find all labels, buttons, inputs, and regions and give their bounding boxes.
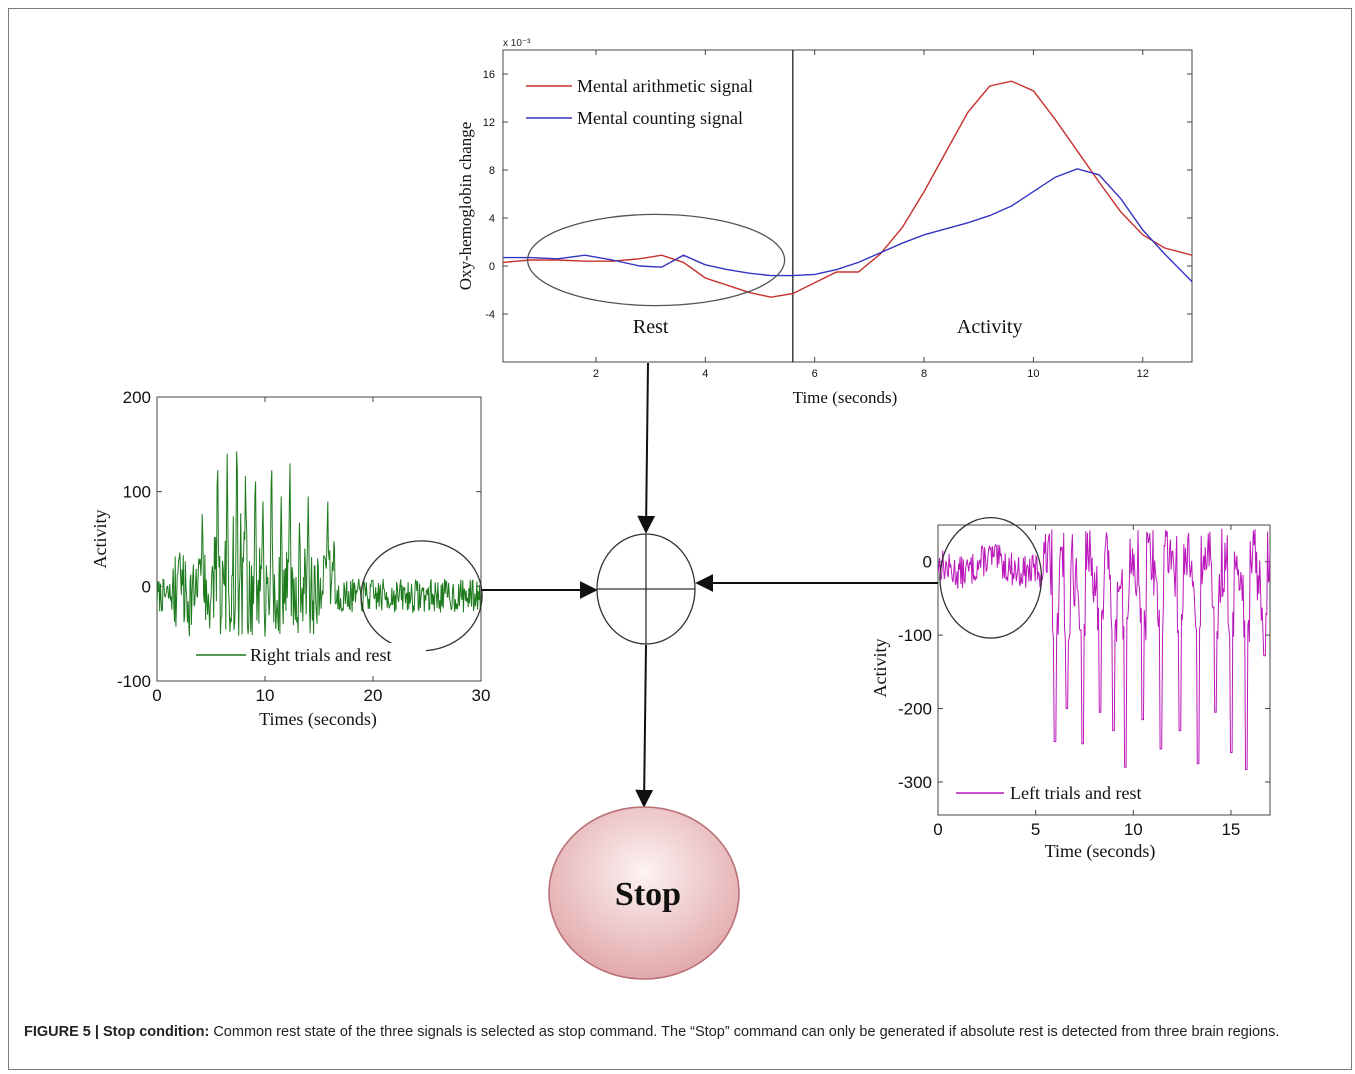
x-tick-label: 0 <box>933 820 942 839</box>
flow-diagram: Stop <box>481 362 938 980</box>
x-tick-label: 10 <box>256 686 275 705</box>
top-y-axis-label: Oxy-hemoglobin change <box>456 122 475 291</box>
x-tick-label: 15 <box>1221 820 1240 839</box>
x-tick-label: 5 <box>1031 820 1040 839</box>
caption-label: FIGURE 5 | Stop condition: <box>24 1024 210 1040</box>
y-tick-label: -4 <box>485 309 495 321</box>
left-y-axis-label: Activity <box>870 639 890 698</box>
figure-caption: FIGURE 5 | Stop condition: Common rest s… <box>24 1022 1324 1043</box>
left-trials-chart: 0 5 10 15 -300 -200 -100 0 Time (seconds) Activ… <box>870 517 1271 862</box>
legend-label-counting: Mental counting signal <box>577 108 743 128</box>
counting-signal-line <box>503 168 1192 283</box>
x-tick-label: 6 <box>812 368 818 380</box>
stop-node: Stop <box>548 806 740 980</box>
top-legend: Mental arithmetic signal Mental counting… <box>526 76 753 128</box>
x-tick-label: 8 <box>921 368 927 380</box>
top-x-axis-label: Time (seconds) <box>793 388 898 407</box>
legend-label-right: Right trials and rest <box>250 645 391 665</box>
x-tick-label: 30 <box>472 686 491 705</box>
right-x-axis-label: Times (seconds) <box>259 709 377 730</box>
top-plot-area <box>502 49 1193 363</box>
x-tick-label: 10 <box>1027 368 1039 380</box>
y-tick-label: 8 <box>489 165 495 177</box>
arithmetic-signal-line <box>503 80 1192 298</box>
y-tick-label: -100 <box>117 672 151 691</box>
top-exponent-label: x 10⁻³ <box>503 38 531 49</box>
right-y-axis-label: Activity <box>90 510 110 569</box>
y-tick-label: 4 <box>489 213 495 225</box>
arrow-junction-to-stop <box>635 644 654 808</box>
left-ticks: 0 5 10 15 -300 -200 -100 0 <box>898 525 1270 839</box>
summing-junction <box>596 533 696 645</box>
arrow-top-to-junction <box>637 362 656 534</box>
legend-label-left: Left trials and rest <box>1010 783 1141 803</box>
left-rest-ellipse <box>939 517 1043 639</box>
y-tick-label: 0 <box>489 261 495 273</box>
top-ticks: 2 4 6 8 10 12 -4 0 4 8 12 16 <box>483 50 1192 380</box>
left-trials-signal-line <box>938 528 1270 770</box>
x-tick-label: 10 <box>1124 820 1143 839</box>
x-tick-label: 4 <box>702 368 708 380</box>
legend-label-arithmetic: Mental arithmetic signal <box>577 76 753 96</box>
y-tick-label: 100 <box>123 483 151 502</box>
y-tick-label: 16 <box>483 69 495 81</box>
rest-region-ellipse <box>526 213 786 307</box>
right-trials-signal-line <box>157 451 481 637</box>
x-tick-label: 2 <box>593 368 599 380</box>
y-tick-label: 0 <box>923 553 932 572</box>
y-tick-label: -200 <box>898 699 932 718</box>
x-tick-label: 0 <box>152 686 161 705</box>
y-tick-label: 200 <box>123 388 151 407</box>
left-x-axis-label: Time (seconds) <box>1045 841 1156 862</box>
stop-circle <box>548 806 740 980</box>
caption-text: Common rest state of the three signals i… <box>209 1024 1280 1040</box>
activity-region-label: Activity <box>957 316 1023 338</box>
x-tick-label: 12 <box>1137 368 1149 380</box>
stop-label: Stop <box>615 876 681 913</box>
y-tick-label: -300 <box>898 773 932 792</box>
rest-region-label: Rest <box>633 316 669 338</box>
y-tick-label: -100 <box>898 626 932 645</box>
y-tick-label: 0 <box>142 577 151 596</box>
x-tick-label: 20 <box>364 686 383 705</box>
y-tick-label: 12 <box>483 117 495 129</box>
right-plot-area <box>156 396 482 682</box>
